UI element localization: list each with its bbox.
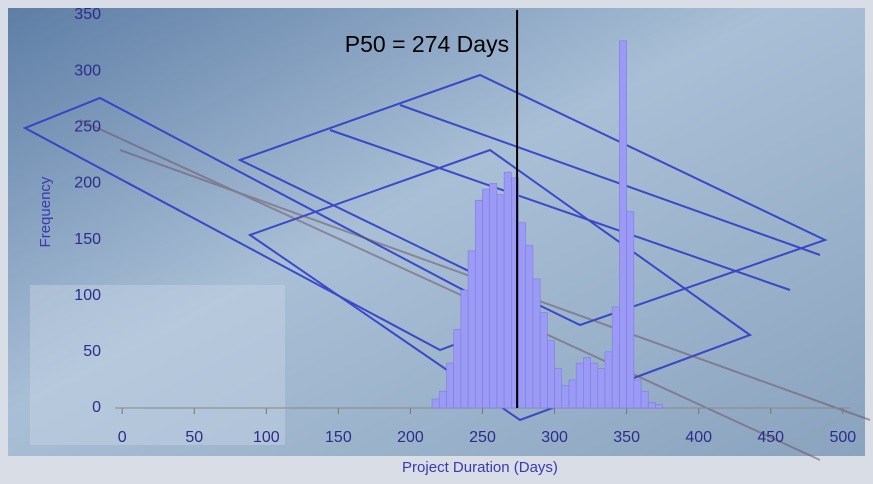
y-tick-label: 100: [74, 287, 101, 304]
histogram-bar: [583, 357, 591, 409]
histogram-bar: [561, 385, 570, 409]
histogram-bar: [547, 340, 555, 409]
y-tick-label: 300: [74, 62, 101, 79]
histogram-bar: [525, 244, 534, 409]
histogram-bar: [460, 289, 469, 409]
histogram-bar: [431, 398, 440, 409]
histogram-bar: [626, 211, 635, 409]
histogram-bar: [597, 368, 606, 409]
y-axis-label: Frequency: [37, 176, 54, 247]
p50-annotation: P50 = 274 Days: [345, 31, 509, 57]
histogram-bar: [640, 390, 649, 409]
x-tick-label: 250: [469, 429, 496, 446]
histogram-bar: [655, 404, 663, 409]
histogram-bar: [539, 312, 548, 409]
histogram-bar: [474, 199, 483, 409]
histogram-bar: [604, 351, 613, 409]
histogram-bar: [611, 306, 620, 409]
y-tick-label: 200: [74, 175, 101, 192]
x-tick-label: 150: [325, 429, 352, 446]
histogram-bar: [503, 171, 512, 409]
histogram-bar: [647, 402, 656, 409]
histogram-bar: [619, 40, 627, 409]
x-tick-label: 350: [613, 429, 640, 446]
y-tick-label: 0: [92, 399, 101, 416]
histogram-bar: [568, 379, 577, 409]
x-axis-label: Project Duration (Days): [402, 459, 558, 476]
y-tick-label: 250: [74, 119, 101, 136]
histogram-bar: [496, 194, 505, 409]
histogram-bar: [532, 278, 541, 409]
y-tick-label: 150: [74, 231, 101, 248]
x-tick-label: 100: [253, 429, 280, 446]
histogram-bar: [633, 379, 642, 409]
x-tick-label: 200: [397, 429, 424, 446]
x-tick-label: 50: [185, 429, 203, 446]
y-tick-label: 50: [83, 343, 101, 360]
y-tick-label: 350: [74, 6, 101, 23]
histogram-bar: [575, 362, 584, 409]
histogram-bar: [467, 250, 476, 409]
histogram-bar: [489, 183, 498, 409]
x-tick-label: 0: [118, 429, 127, 446]
histogram-bar: [438, 390, 447, 409]
photo-background: [8, 8, 865, 456]
histogram-bar: [518, 222, 527, 409]
x-tick-label: 400: [685, 429, 712, 446]
histogram-bar: [453, 329, 462, 409]
x-tick-label: 500: [829, 429, 856, 446]
x-tick-label: 300: [541, 429, 568, 446]
inset-chart-image: [30, 285, 285, 445]
histogram-bar: [482, 188, 491, 409]
histogram-bar: [590, 362, 599, 409]
histogram-bar: [446, 362, 454, 409]
x-tick-label: 450: [757, 429, 784, 446]
histogram-bar: [554, 368, 563, 409]
